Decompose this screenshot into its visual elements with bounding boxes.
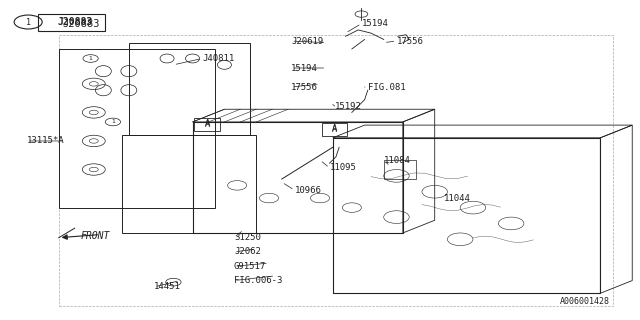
Text: 1: 1 <box>111 119 115 124</box>
Bar <box>384 160 415 179</box>
Text: J40811: J40811 <box>202 54 234 63</box>
Text: J2062: J2062 <box>234 247 261 257</box>
Text: 10966: 10966 <box>294 186 321 195</box>
Text: 11044: 11044 <box>444 194 471 203</box>
Text: A: A <box>205 120 210 129</box>
Text: 11095: 11095 <box>330 164 356 172</box>
Text: 15192: 15192 <box>335 101 362 111</box>
Text: 17556: 17556 <box>291 83 318 92</box>
Text: G91517: G91517 <box>234 262 266 271</box>
Text: 1: 1 <box>26 18 31 27</box>
Text: J20883: J20883 <box>57 17 92 27</box>
Text: A006001428: A006001428 <box>559 297 609 306</box>
Text: 14451: 14451 <box>154 282 181 292</box>
Text: 31250: 31250 <box>234 233 261 242</box>
Bar <box>129 43 250 135</box>
Text: 17556: 17556 <box>396 36 423 45</box>
Text: FRONT: FRONT <box>81 231 111 241</box>
Text: A: A <box>332 125 337 134</box>
Text: A: A <box>205 119 210 128</box>
Text: FIG.006-3: FIG.006-3 <box>234 276 282 285</box>
Text: 15194: 15194 <box>291 63 318 73</box>
Text: A: A <box>332 124 337 133</box>
Text: 13115*A: 13115*A <box>27 136 65 146</box>
Text: 11084: 11084 <box>384 156 411 164</box>
Text: FIG.081: FIG.081 <box>368 83 405 92</box>
Text: 1: 1 <box>89 56 93 61</box>
Text: J20883: J20883 <box>62 19 99 28</box>
Bar <box>59 49 215 208</box>
Text: 15194: 15194 <box>362 19 388 28</box>
Text: J20619: J20619 <box>291 36 324 45</box>
